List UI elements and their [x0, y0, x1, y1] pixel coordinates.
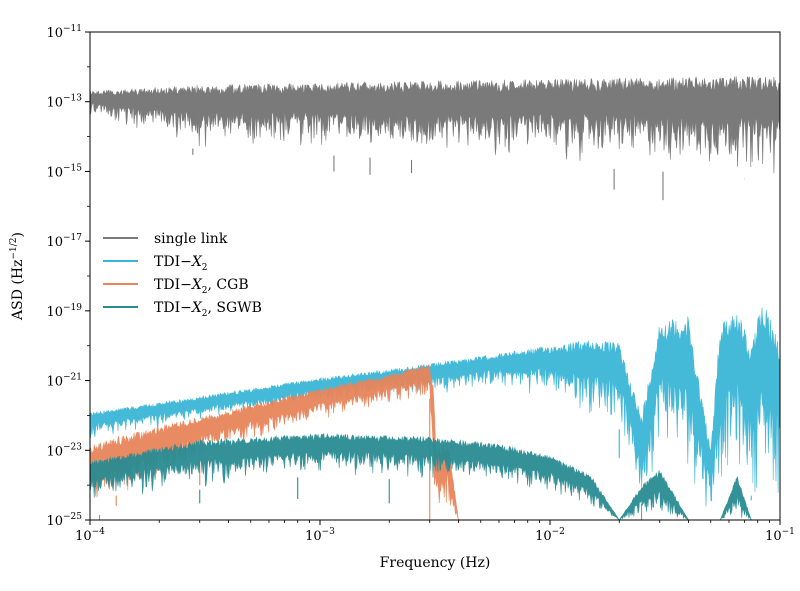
series-4 — [90, 432, 780, 520]
y-tick-label: 10−19 — [46, 303, 82, 320]
y-tick-label: 10−11 — [46, 24, 82, 41]
y-tick-label: 10−15 — [46, 163, 82, 180]
legend-label: TDI−X2, SGWB — [154, 300, 262, 319]
x-tick-label: 10−1 — [765, 527, 795, 544]
y-tick-label: 10−25 — [46, 512, 82, 529]
series-fill — [90, 76, 780, 174]
x-tick-label: 10−2 — [535, 527, 565, 544]
series-1 — [90, 76, 780, 201]
legend-label: single link — [154, 231, 228, 247]
y-tick-label: 10−13 — [46, 94, 82, 111]
x-axis-label: Frequency (Hz) — [380, 555, 491, 571]
y-tick-label: 10−17 — [46, 233, 82, 250]
x-tick-label: 10−3 — [305, 527, 335, 544]
series-fill — [90, 432, 780, 520]
legend: single link TDI−X2 TDI−X2, CGB TDI−X2, SGWB — [103, 231, 262, 319]
y-axis: 10−11 10−13 10−15 10−17 10−19 10−21 10−23 10−25 — [46, 24, 90, 529]
legend-label: TDI−X2, CGB — [154, 277, 249, 296]
y-axis-label: ASD (Hz−1/2) — [9, 232, 26, 321]
y-tick-label: 10−23 — [46, 442, 82, 459]
x-axis: 10−4 10−3 10−2 10−1 — [75, 520, 795, 544]
y-tick-label: 10−21 — [46, 373, 82, 390]
series-2 — [90, 307, 780, 520]
plot-area — [90, 76, 780, 520]
x-tick-label: 10−4 — [75, 527, 105, 544]
legend-label: TDI−X2 — [154, 254, 208, 273]
